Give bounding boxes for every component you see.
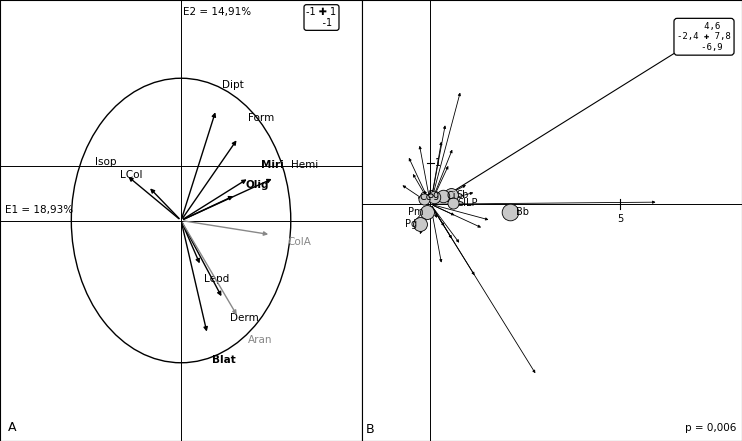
Text: Blat: Blat [212,355,236,365]
Text: SILP: SILP [457,198,478,208]
Text: LCol: LCol [119,170,142,180]
Text: Bb: Bb [516,207,528,217]
Text: Derm: Derm [230,313,259,323]
Text: Aran: Aran [249,335,273,345]
Text: Form: Form [249,113,275,123]
Text: E2 = 14,91%: E2 = 14,91% [183,7,252,17]
Text: 1: 1 [435,158,441,168]
Text: Sb: Sb [456,190,468,200]
Text: Lepd: Lepd [204,274,229,284]
Text: B: B [366,423,375,436]
Text: -1 ✚ 1
    -1: -1 ✚ 1 -1 [306,7,337,28]
Text: 4,6
-2,4 ✚ 7,8
   -6,9: 4,6 -2,4 ✚ 7,8 -6,9 [677,22,731,52]
Text: p = 0,006: p = 0,006 [685,423,736,433]
Text: Dipt: Dipt [223,79,244,90]
Text: ColA: ColA [287,237,311,247]
Text: A: A [7,421,16,434]
Text: Isop: Isop [95,157,116,167]
Text: 5: 5 [617,214,623,224]
Text: Pm: Pm [408,206,424,217]
Text: Sg: Sg [427,190,440,200]
Text: Ci: Ci [447,191,456,201]
Text: Olig: Olig [246,180,269,190]
Text: Pg: Pg [404,219,417,229]
Text: E1 = 18,93%: E1 = 18,93% [5,205,73,215]
Text: Miri: Miri [261,160,284,170]
Text: Hemi: Hemi [291,160,318,170]
Text: Cc: Cc [419,192,431,202]
